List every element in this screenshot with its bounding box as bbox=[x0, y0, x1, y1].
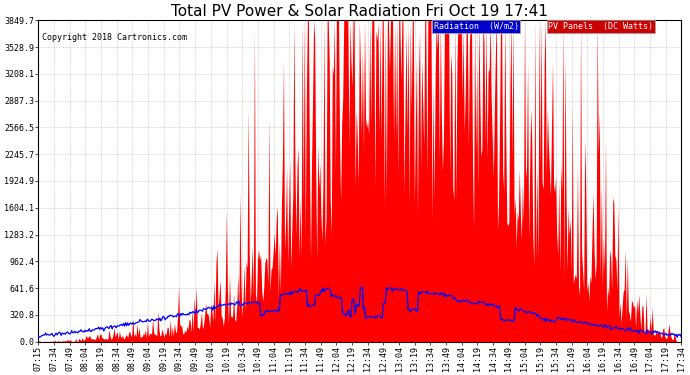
Text: Copyright 2018 Cartronics.com: Copyright 2018 Cartronics.com bbox=[41, 33, 186, 42]
Text: PV Panels  (DC Watts): PV Panels (DC Watts) bbox=[549, 22, 653, 31]
Title: Total PV Power & Solar Radiation Fri Oct 19 17:41: Total PV Power & Solar Radiation Fri Oct… bbox=[171, 4, 549, 19]
Text: Radiation  (W/m2): Radiation (W/m2) bbox=[434, 22, 519, 31]
